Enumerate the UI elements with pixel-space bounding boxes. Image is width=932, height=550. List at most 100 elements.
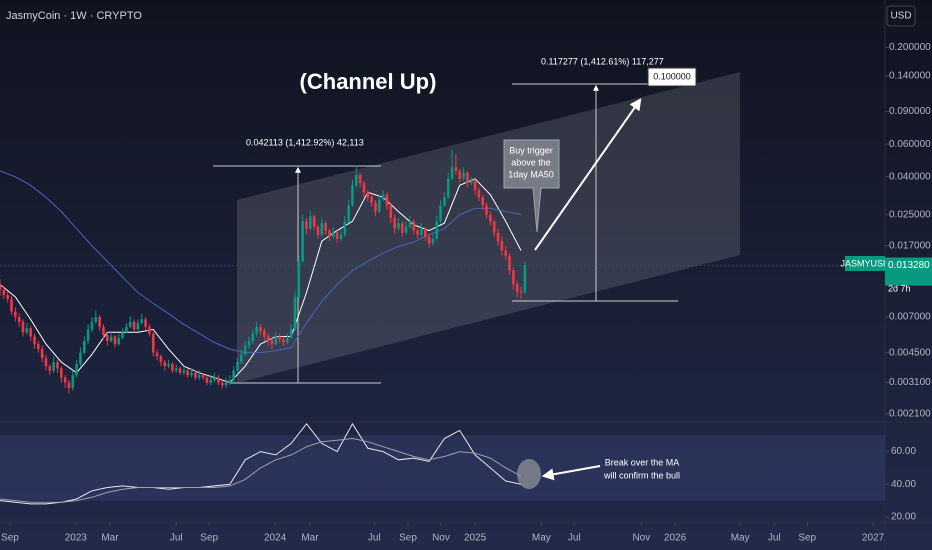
y-tick-label: 0.007000 — [889, 312, 931, 323]
candle-body — [492, 221, 496, 233]
candle-body — [446, 178, 450, 198]
candle-body — [393, 217, 396, 229]
rsi-note: Break over the MA — [605, 457, 680, 467]
y-tick-label: 0.200000 — [889, 42, 931, 53]
candle-body — [228, 380, 232, 383]
candle-body — [427, 236, 431, 244]
candle-body — [151, 333, 155, 353]
candle-body — [270, 340, 274, 345]
x-tick-label: Mar — [101, 533, 119, 544]
candle-body — [377, 199, 381, 212]
target-label: 0.100000 — [653, 71, 691, 81]
channel — [237, 72, 740, 383]
currency[interactable]: USD — [890, 11, 911, 22]
y-tick-label: 60.00 — [891, 446, 916, 457]
candle-body — [10, 298, 13, 312]
candle-body — [282, 339, 285, 343]
candle-body — [98, 317, 101, 327]
candle-body — [217, 377, 220, 383]
target-arrow — [534, 98, 642, 251]
candle-body — [366, 192, 370, 198]
measure-label: 0.117277 (1,412.61%) 117,277 — [541, 56, 664, 66]
candle-body — [167, 364, 170, 367]
candle-body — [236, 362, 239, 371]
candle-body — [71, 375, 75, 388]
candle-body — [121, 332, 124, 338]
annotation-title: (Channel Up) — [300, 69, 437, 94]
candle-body — [33, 336, 36, 345]
callout-text: 1day MA50 — [508, 169, 554, 179]
candle-body — [469, 180, 473, 184]
candle-body — [301, 221, 304, 262]
candle-body — [113, 336, 117, 345]
moving-average — [0, 170, 522, 354]
candle-body — [412, 221, 416, 231]
candle-body — [512, 270, 515, 285]
x-tick-label: Jul — [768, 533, 781, 544]
rsi-arrow — [541, 465, 601, 481]
x-tick-label: Nov — [432, 533, 450, 544]
candle-body — [132, 321, 136, 330]
candle-body — [90, 321, 94, 330]
measure-label: 0.042113 (1,412.92%) 42,113 — [246, 137, 364, 147]
candle-body — [205, 377, 209, 383]
candle-body — [523, 265, 527, 293]
candle-body — [508, 255, 511, 271]
x-tick-label: May — [532, 533, 551, 544]
candle-body — [186, 370, 190, 376]
candle-body — [515, 284, 519, 292]
y-tick-label: 0.002100 — [889, 409, 931, 420]
last-price-label: 0.013280 — [888, 260, 930, 271]
candle-body — [397, 223, 400, 229]
candle-body — [289, 329, 293, 338]
candle-body — [500, 241, 504, 251]
x-tick-label: Sep — [399, 533, 417, 544]
symbol-tag — [845, 256, 885, 271]
x-tick-label: Mar — [301, 533, 319, 544]
candle-body — [2, 289, 6, 296]
candle-body — [94, 317, 98, 322]
currency-button[interactable] — [886, 5, 916, 27]
candle-body — [209, 380, 213, 383]
candle-body — [159, 356, 163, 363]
candle-body — [82, 340, 86, 353]
rsi-note: will confirm the bull — [603, 470, 680, 480]
x-tick-label: May — [731, 533, 750, 544]
candle-body — [439, 205, 442, 222]
y-tick-label: 0.004500 — [889, 347, 931, 358]
x-tick-label: 2024 — [264, 533, 287, 544]
candle-body — [435, 221, 439, 239]
candle-body — [362, 183, 366, 193]
callout-text: Buy trigger — [509, 145, 553, 155]
candle-body — [109, 336, 113, 341]
candle-body — [466, 172, 469, 184]
candle-body — [144, 319, 147, 327]
candle-body — [243, 345, 247, 355]
candle-body — [485, 205, 488, 215]
candle-body — [102, 326, 105, 336]
x-tick-label: Jul — [170, 533, 183, 544]
candle-body — [431, 238, 435, 244]
last-price-tag — [885, 257, 932, 286]
candle-body — [14, 311, 17, 318]
x-tick-label: 2026 — [664, 533, 687, 544]
candle-body — [247, 340, 251, 346]
candle-body — [86, 329, 90, 341]
candle-body — [125, 326, 128, 333]
candle-body — [136, 323, 140, 330]
callout-text: above the — [511, 157, 551, 167]
candle-body — [201, 375, 205, 378]
candle-body — [48, 366, 52, 371]
x-tick-label: 2023 — [65, 533, 88, 544]
callout — [503, 139, 560, 233]
candle-body — [44, 358, 48, 367]
candle-body — [297, 261, 301, 297]
candle-body — [374, 202, 377, 212]
candle-body — [6, 295, 9, 299]
candle-body — [59, 368, 63, 378]
candle-body — [286, 337, 289, 343]
candle-body — [263, 330, 266, 337]
candle-body — [370, 197, 373, 203]
y-tick-label: 0.003100 — [889, 377, 931, 388]
candle-body — [328, 230, 331, 237]
